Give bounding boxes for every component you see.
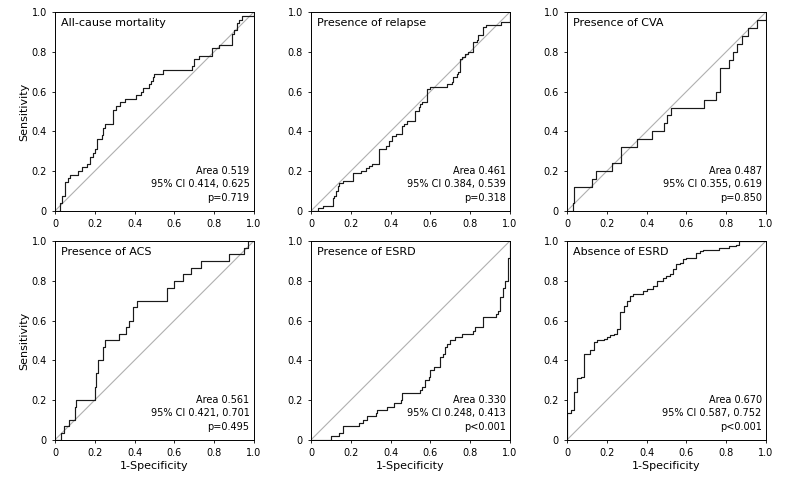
Text: Area 0.330
95% CI 0.248, 0.413
p<0.001: Area 0.330 95% CI 0.248, 0.413 p<0.001 xyxy=(407,395,505,432)
Text: Presence of ESRD: Presence of ESRD xyxy=(318,247,416,257)
Y-axis label: Sensitivity: Sensitivity xyxy=(19,311,29,369)
Text: Presence of ACS: Presence of ACS xyxy=(61,247,152,257)
Text: Area 0.461
95% CI 0.384, 0.539
p=0.318: Area 0.461 95% CI 0.384, 0.539 p=0.318 xyxy=(407,166,505,203)
Text: Presence of CVA: Presence of CVA xyxy=(573,18,664,28)
Text: Absence of ESRD: Absence of ESRD xyxy=(573,247,668,257)
Text: Area 0.561
95% CI 0.421, 0.701
p=0.495: Area 0.561 95% CI 0.421, 0.701 p=0.495 xyxy=(150,395,249,432)
Text: All-cause mortality: All-cause mortality xyxy=(61,18,166,28)
Text: Presence of relapse: Presence of relapse xyxy=(318,18,426,28)
Text: Area 0.519
95% CI 0.414, 0.625
p=0.719: Area 0.519 95% CI 0.414, 0.625 p=0.719 xyxy=(150,166,249,203)
X-axis label: 1-Specificity: 1-Specificity xyxy=(120,461,188,471)
Text: Area 0.487
95% CI 0.355, 0.619
p=0.850: Area 0.487 95% CI 0.355, 0.619 p=0.850 xyxy=(663,166,762,203)
X-axis label: 1-Specificity: 1-Specificity xyxy=(632,461,701,471)
X-axis label: 1-Specificity: 1-Specificity xyxy=(376,461,445,471)
Y-axis label: Sensitivity: Sensitivity xyxy=(19,82,29,141)
Text: Area 0.670
95% CI 0.587, 0.752
p<0.001: Area 0.670 95% CI 0.587, 0.752 p<0.001 xyxy=(662,395,762,432)
